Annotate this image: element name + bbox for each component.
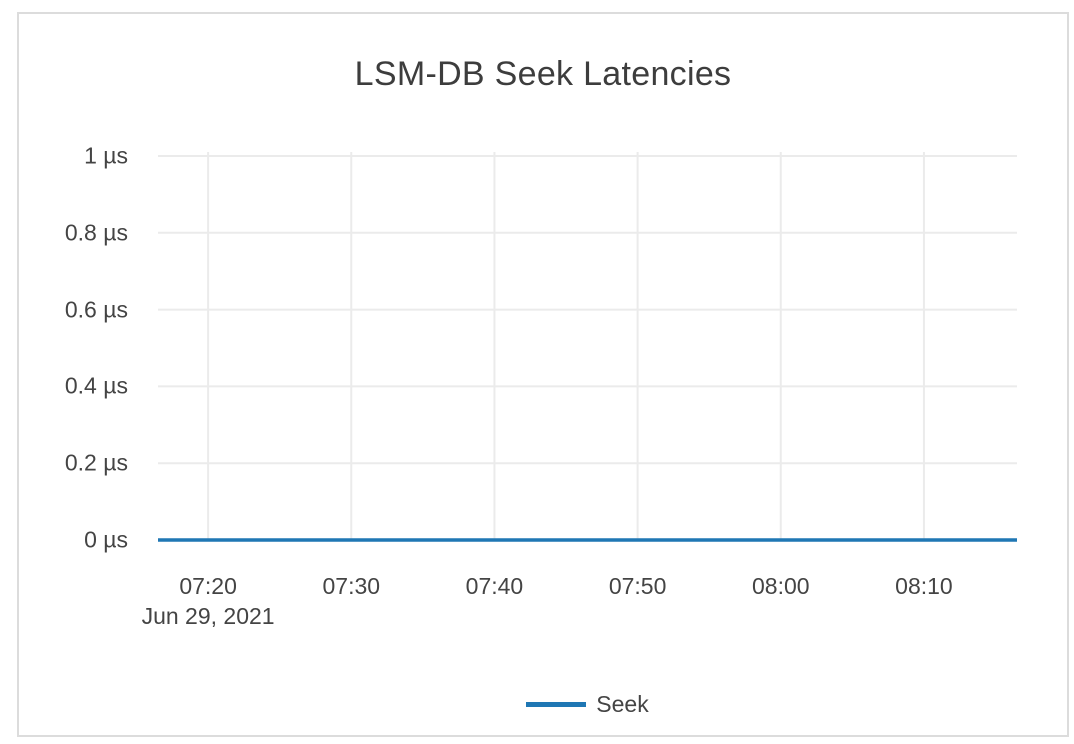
chart-title: LSM-DB Seek Latencies <box>354 55 732 93</box>
x-tick-label: 07:40 <box>465 573 524 599</box>
y-tick-label: 0.2 µs <box>64 449 128 476</box>
y-tick-label: 0.4 µs <box>64 372 128 399</box>
y-tick-label: 1 µs <box>84 142 128 169</box>
y-tick-label: 0 µs <box>84 526 128 553</box>
legend-label: Seek <box>596 690 649 717</box>
x-tick-label: 07:50 <box>608 573 667 599</box>
x-tick-label: 08:00 <box>751 573 810 599</box>
chart-card <box>17 12 1069 737</box>
x-tick-label: 07:20 <box>179 573 237 599</box>
x-axis-date-label: Jun 29, 2021 <box>141 603 275 629</box>
legend-item-seek[interactable]: Seek <box>526 690 649 718</box>
legend-line-swatch <box>526 701 587 707</box>
legend: Seek <box>158 690 1017 718</box>
y-tick-label: 0.6 µs <box>64 296 128 323</box>
x-tick-label: 07:30 <box>322 573 381 599</box>
x-tick-label: 08:10 <box>895 573 953 599</box>
y-tick-label: 0.8 µs <box>64 219 128 246</box>
